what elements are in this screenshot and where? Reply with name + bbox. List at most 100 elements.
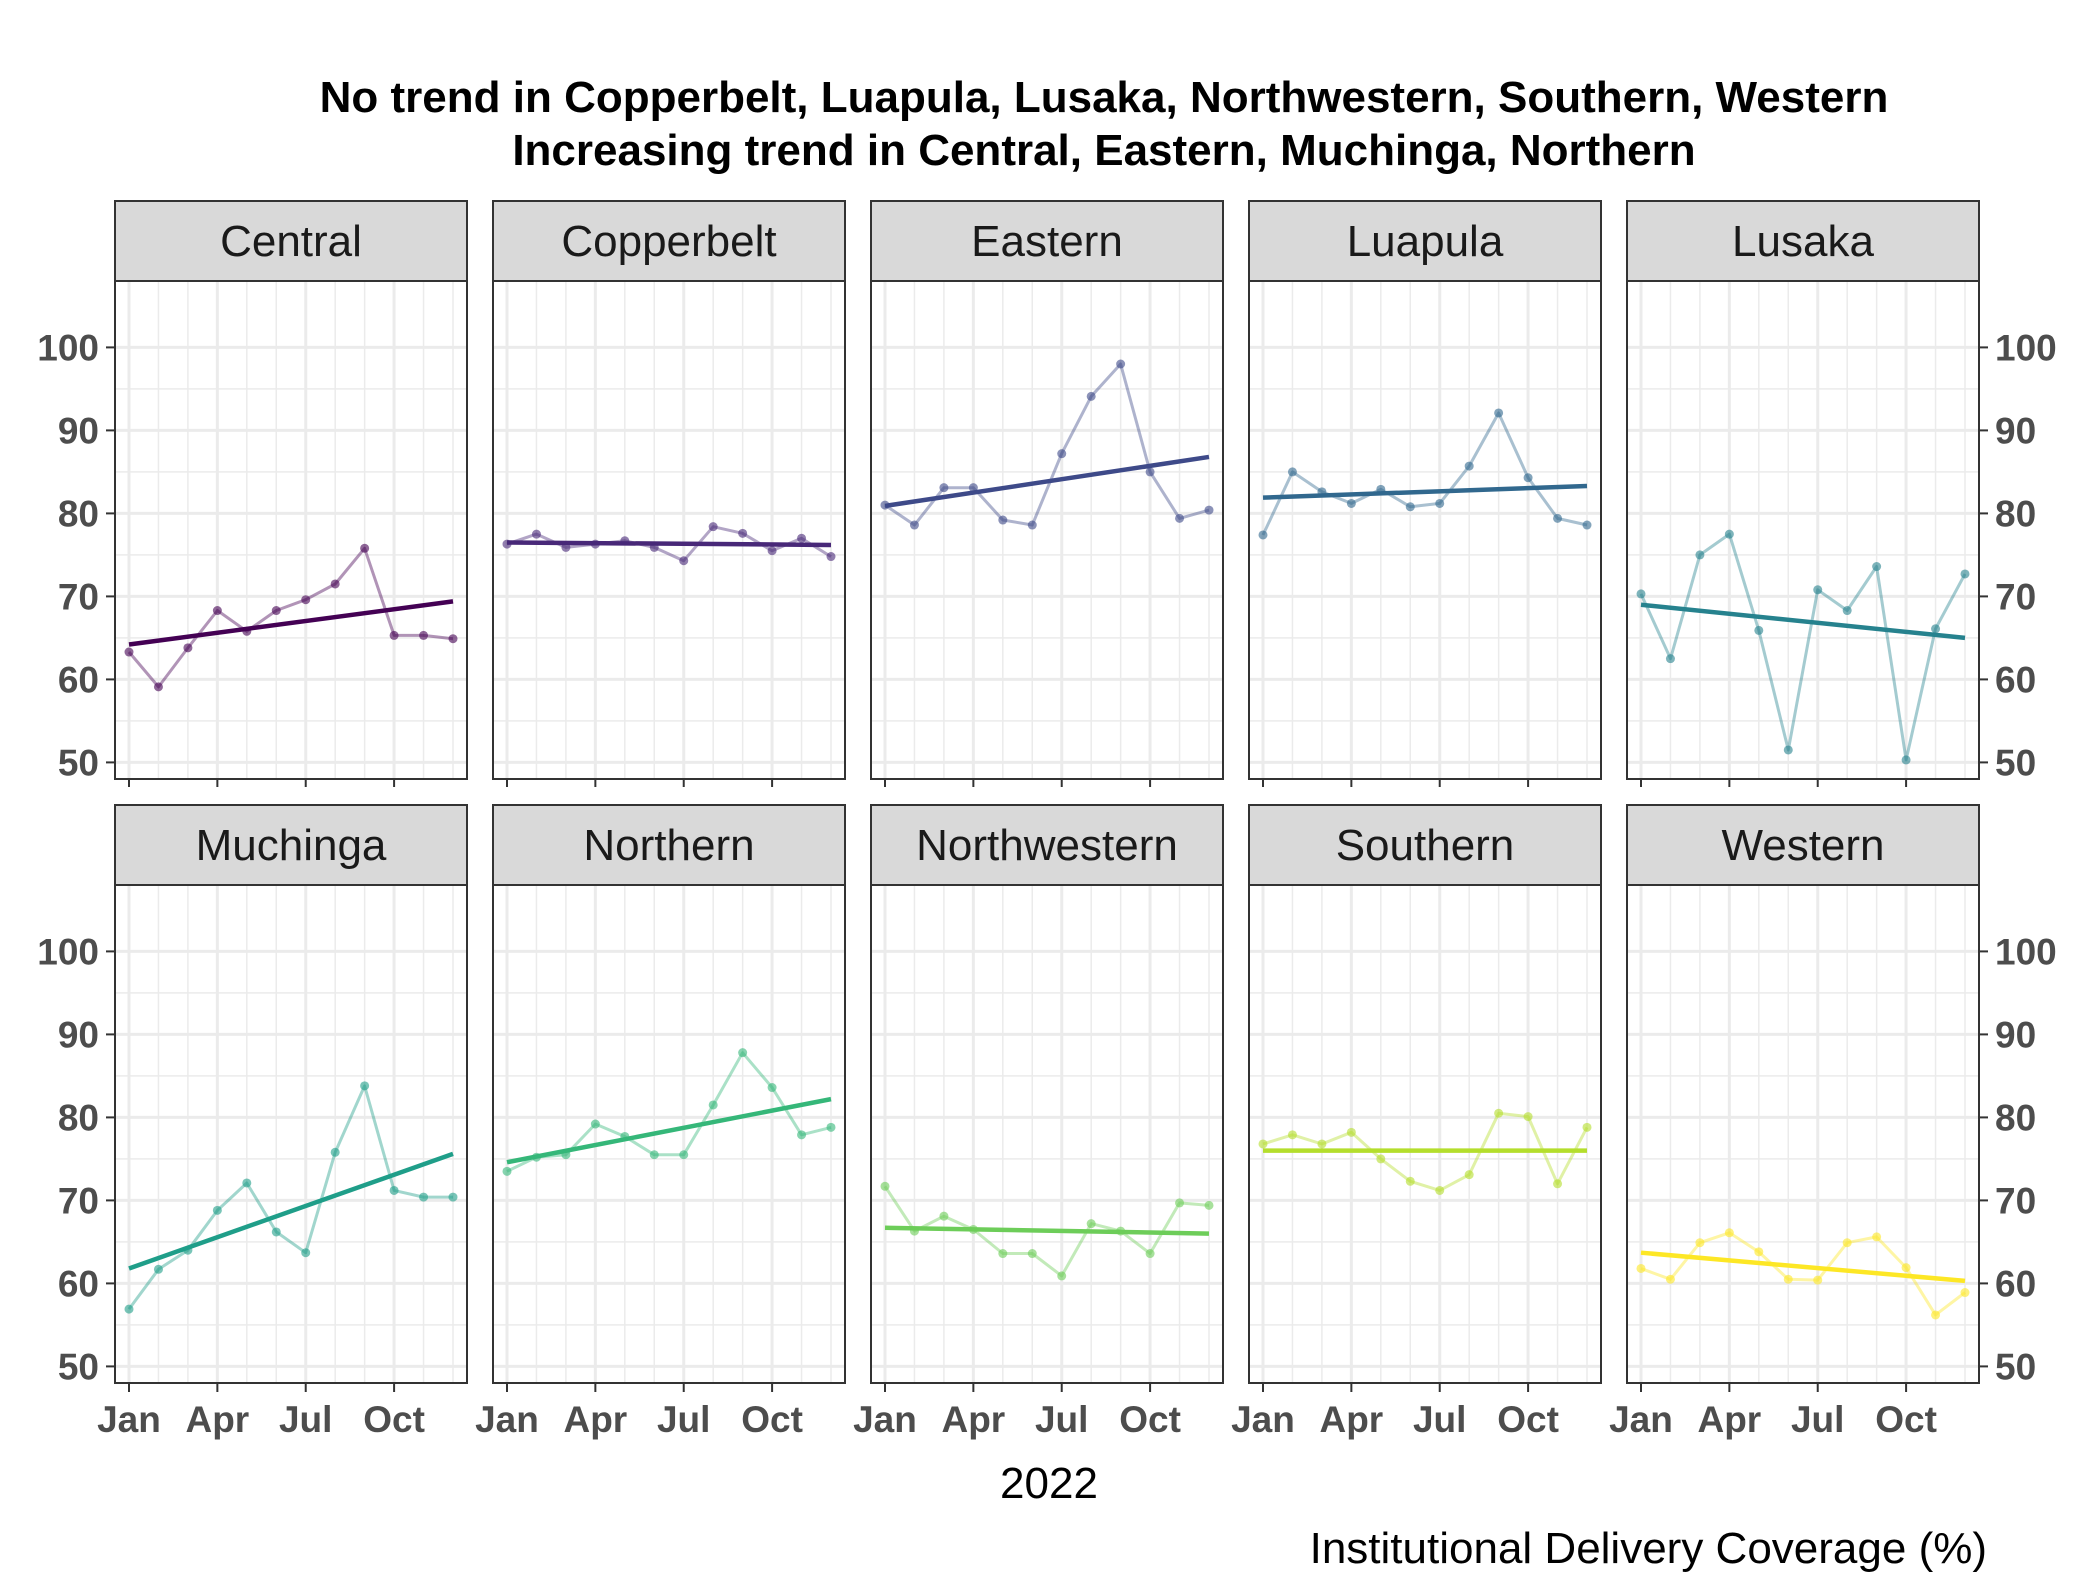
x-tick-label: Oct	[741, 1399, 803, 1440]
facet-strip-western	[1626, 804, 1980, 886]
series-line-copperbelt	[506, 525, 832, 563]
trend-line-northwestern	[884, 1225, 1210, 1236]
panel-border	[1626, 280, 1980, 780]
data-point-central	[271, 606, 281, 616]
data-point-eastern	[1204, 505, 1214, 515]
data-point-northern	[620, 1131, 630, 1141]
data-point-southern	[1464, 1170, 1474, 1180]
data-point-copperbelt	[797, 533, 807, 543]
x-tick-label: Oct	[1119, 1399, 1181, 1440]
data-point-eastern	[880, 500, 890, 510]
y-tick-label: 50	[58, 1346, 99, 1387]
facet-label-eastern: Eastern	[971, 217, 1123, 266]
chart-title-line-1: No trend in Copperbelt, Luapula, Lusaka,…	[320, 73, 1889, 122]
data-point-southern	[1494, 1108, 1504, 1118]
facet-label-southern: Southern	[1336, 821, 1515, 870]
panel-background	[493, 885, 845, 1383]
data-point-muchinga	[242, 1178, 252, 1188]
data-point-western	[1872, 1232, 1882, 1242]
y-tick-label: 70	[58, 576, 99, 617]
data-point-luapula	[1376, 484, 1386, 494]
data-point-central	[124, 647, 134, 657]
y-tick-label-right: 70	[1995, 1180, 2036, 1221]
facet-eastern: Eastern	[870, 200, 1224, 787]
data-point-lusaka	[1665, 654, 1675, 664]
panel-background	[1627, 281, 1979, 779]
facet-label-luapula: Luapula	[1347, 217, 1504, 266]
y-tick-label: 50	[58, 742, 99, 783]
data-point-northern	[679, 1150, 689, 1160]
x-tick-label: Jan	[97, 1399, 161, 1440]
data-point-southern	[1523, 1112, 1533, 1122]
data-point-northern	[502, 1166, 512, 1176]
data-point-copperbelt	[590, 539, 600, 549]
data-point-central	[183, 643, 193, 653]
series-line-central	[127, 546, 454, 689]
data-point-northwestern	[1086, 1219, 1096, 1229]
panel-background	[115, 281, 467, 779]
data-point-copperbelt	[502, 539, 512, 549]
data-point-luapula	[1464, 461, 1474, 471]
y-tick-label: 70	[58, 1180, 99, 1221]
data-point-lusaka	[1872, 562, 1882, 572]
data-point-luapula	[1553, 513, 1563, 523]
y-tick-label-right: 90	[1995, 1014, 2036, 1055]
x-tick-label: Apr	[1319, 1399, 1383, 1440]
data-point-copperbelt	[531, 529, 541, 539]
data-point-lusaka	[1842, 606, 1852, 616]
data-point-lusaka	[1813, 585, 1823, 595]
data-point-muchinga	[448, 1192, 458, 1202]
data-point-copperbelt	[767, 546, 777, 556]
data-point-muchinga	[124, 1304, 134, 1314]
data-point-western	[1842, 1238, 1852, 1248]
x-tick-label: Jan	[475, 1399, 539, 1440]
data-point-southern	[1582, 1122, 1592, 1132]
data-point-western	[1960, 1288, 1970, 1298]
facet-label-central: Central	[220, 217, 362, 266]
data-point-western	[1783, 1274, 1793, 1284]
data-point-northern	[797, 1130, 807, 1140]
panel-background	[115, 885, 467, 1383]
data-point-lusaka	[1901, 755, 1911, 765]
facet-strip-muchinga	[114, 804, 468, 886]
facet-panels: Central 50 60 70 80 90 100 Copperbelt Eastern Lua…	[37, 200, 2057, 1440]
facet-label-northern: Northern	[583, 821, 754, 870]
data-point-luapula	[1258, 530, 1268, 540]
data-point-luapula	[1435, 498, 1445, 508]
facet-central: Central 50 60 70 80 90 100	[37, 200, 468, 787]
data-point-central	[448, 634, 458, 644]
data-point-southern	[1287, 1130, 1297, 1140]
data-point-eastern	[998, 515, 1008, 525]
series-line-eastern	[884, 362, 1210, 527]
panel-border	[1626, 884, 1980, 1384]
data-point-eastern	[1057, 449, 1067, 459]
panel-background	[871, 281, 1223, 779]
data-point-eastern	[1027, 520, 1037, 530]
trend-line-lusaka	[1640, 602, 1966, 641]
y-tick-label-right: 80	[1995, 493, 2036, 534]
data-point-western	[1813, 1275, 1823, 1285]
panel-background	[871, 885, 1223, 1383]
y-tick-label: 80	[58, 1097, 99, 1138]
data-point-luapula	[1405, 502, 1415, 512]
x-tick-label: Jul	[1413, 1399, 1466, 1440]
data-point-copperbelt	[738, 528, 748, 538]
y-tick-label-right: 100	[1995, 327, 2057, 368]
data-point-copperbelt	[561, 542, 571, 552]
facet-northwestern: Northwestern Jan Apr Jul Oct	[853, 804, 1224, 1440]
facet-southern: Southern Jan Apr Jul Oct	[1231, 804, 1602, 1440]
series-line-luapula	[1261, 411, 1588, 536]
data-point-muchinga	[153, 1264, 163, 1274]
x-tick-label: Apr	[941, 1399, 1005, 1440]
chart-caption: Institutional Delivery Coverage (%)	[1310, 1524, 1987, 1573]
data-point-southern	[1346, 1127, 1356, 1137]
trend-line-eastern	[884, 454, 1210, 509]
data-point-lusaka	[1931, 624, 1941, 634]
y-tick-label: 90	[58, 1014, 99, 1055]
data-point-western	[1724, 1228, 1734, 1238]
data-point-southern	[1376, 1154, 1386, 1164]
panel-border	[114, 280, 468, 780]
panel-background	[1627, 885, 1979, 1383]
y-tick-label-right: 100	[1995, 931, 2057, 972]
